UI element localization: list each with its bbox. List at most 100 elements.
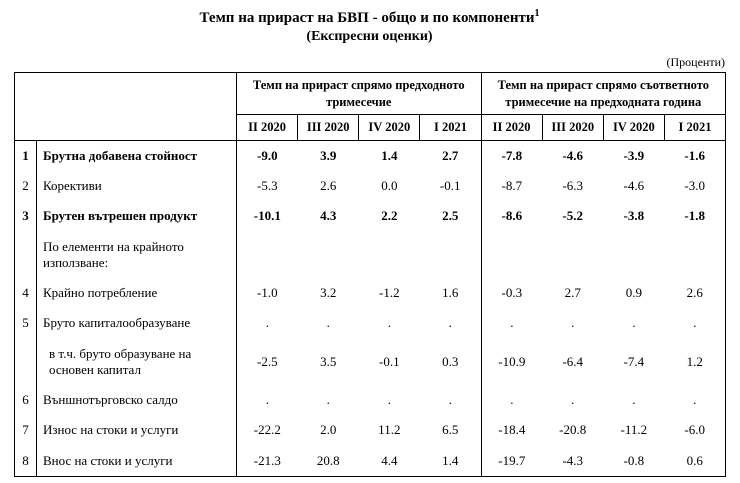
cell-value: . (419, 308, 482, 339)
cell-value (664, 232, 725, 279)
cell-value: -0.8 (623, 452, 645, 468)
title-block: Темп на прираст на БВП - общо и по компо… (14, 8, 725, 45)
table-row: 2 Корективи -5.3 2.6 0.0 -0.1 -8.7 -6.3 -4.6 -3.0 (14, 171, 726, 202)
row-label: Корективи (36, 171, 237, 202)
cell-value: 0.3 (419, 338, 482, 385)
cell-value: . (510, 392, 514, 408)
cell-value: -10.1 (253, 208, 281, 224)
row-label: Бруто капиталообразуване (36, 308, 237, 339)
cell-value: 0.6 (686, 452, 703, 468)
quarter-header: IV 2020 (602, 113, 665, 141)
cell-value: -0.1 (379, 353, 400, 369)
group-header-yoy: Темп на прираст спрямо съответното триме… (480, 72, 726, 115)
table-row: 3 Брутен вътрешен продукт -10.1 4.3 2.2 2.5 -8… (14, 201, 726, 232)
cell-value: 4.4 (381, 452, 398, 468)
cell-value: -18.4 (498, 422, 526, 438)
cell-value: -2.5 (257, 353, 278, 369)
cell-value: 1.6 (419, 278, 482, 309)
cell-value: -4.6 (623, 178, 645, 194)
cell-value: . (387, 315, 391, 331)
units-note: (Проценти) (666, 55, 726, 70)
page-title-text: Темп на прираст на БВП - общо и по компо… (199, 10, 535, 26)
cell-value (603, 232, 664, 279)
cell-value: . (632, 392, 636, 408)
cell-value: 0.9 (625, 285, 642, 301)
cell-value: -9.0 (257, 147, 278, 163)
cell-value (298, 232, 359, 279)
row-number (14, 231, 37, 278)
cell-value: . (632, 315, 636, 331)
quarter-header: I 2021 (663, 113, 727, 141)
cell-value: 3.2 (320, 285, 337, 301)
table-row: По елементи на крайното използване: (14, 231, 726, 279)
table-row: 5 Бруто капиталообразуване........ (14, 308, 726, 339)
cell-value: -11.2 (620, 422, 648, 438)
quarter-header: IV 2020 (358, 113, 421, 141)
cell-value: 11.2 (378, 422, 401, 438)
cell-value: -1.2 (379, 285, 400, 301)
quarter-header: II 2020 (235, 113, 299, 141)
table-row: 8 Внос на стоки и услуги -21.3 20.8 4.4 1.4 -1… (14, 445, 726, 477)
cell-value: . (693, 392, 697, 408)
cell-value: 2.7 (564, 285, 581, 301)
group-header-row: Темп на прираст спрямо предходното триме… (14, 72, 726, 141)
cell-value: -6.0 (684, 422, 706, 438)
row-label: Крайно потребление (36, 278, 237, 309)
table-row: 7 Износ на стоки и услуги -22.2 2.0 11.2 6.5-… (14, 415, 726, 446)
cell-value: -7.8 (501, 147, 523, 163)
cell-value: -1.6 (684, 147, 706, 163)
corner-cell (14, 72, 237, 141)
row-number: 5 (14, 308, 37, 339)
cell-value: -6.3 (562, 178, 584, 194)
row-label: Брутна добавена стойност (36, 140, 237, 171)
cell-value: 2.6 (320, 178, 337, 194)
row-number: 7 (14, 415, 37, 446)
cell-value: . (510, 315, 514, 331)
cell-value: -7.4 (623, 353, 645, 369)
table-body: 1 Брутна добавена стойност -9.0 3.9 1.4 2.7 -7… (14, 140, 726, 477)
row-number: 6 (14, 385, 37, 416)
group-header-qoq: Темп на прираст спрямо предходното триме… (236, 72, 482, 115)
cell-value (359, 232, 420, 279)
cell-value: -5.3 (257, 178, 278, 194)
cell-value: -0.3 (501, 285, 523, 301)
cell-value: 2.7 (419, 140, 482, 171)
cell-value: -3.0 (684, 178, 706, 194)
cell-value: -5.2 (562, 208, 584, 224)
table-header: Темп на прираст спрямо предходното триме… (14, 72, 727, 141)
cell-value: . (265, 392, 269, 408)
cell-value: -20.8 (559, 422, 587, 438)
quarter-header: III 2020 (541, 113, 604, 141)
cell-value: 1.4 (381, 147, 398, 163)
cell-value: . (387, 392, 391, 408)
cell-value: -1.0 (257, 285, 278, 301)
cell-value: 3.9 (320, 147, 337, 163)
quarter-header: III 2020 (297, 113, 360, 141)
row-label: в т.ч. бруто образуване на основен капит… (36, 338, 237, 385)
cell-value: . (419, 385, 482, 416)
cell-value: 1.2 (686, 353, 703, 369)
cell-value: -8.6 (501, 208, 523, 224)
cell-value: 2.0 (320, 422, 337, 438)
cell-value: 1.4 (419, 445, 482, 477)
row-label: Износ на стоки и услуги (36, 415, 237, 446)
cell-value: -22.2 (253, 422, 281, 438)
cell-value: -4.6 (562, 147, 584, 163)
cell-value (481, 232, 542, 279)
quarter-header: II 2020 (480, 113, 543, 141)
cell-value: -4.3 (562, 452, 584, 468)
table-row: 4 Крайно потребление -1.0 3.2 -1.2 1.6 -0.3 2.7… (14, 278, 726, 309)
cell-value: -3.9 (623, 147, 645, 163)
cell-value: . (265, 315, 269, 331)
quarter-header: I 2021 (419, 113, 482, 141)
table-row: 6 Външнотърговско салдо........ (14, 385, 726, 416)
row-label: Внос на стоки и услуги (36, 445, 237, 477)
cell-value: -0.1 (419, 171, 482, 202)
cell-value: 2.2 (381, 208, 398, 224)
page-title: Темп на прираст на БВП - общо и по компо… (14, 8, 725, 28)
quarter-header-row: II 2020 III 2020 IV 2020 I 2021 II 2020 … (15, 113, 727, 141)
cell-value: 3.5 (320, 353, 337, 369)
row-number: 3 (14, 201, 37, 232)
cell-value: . (693, 315, 697, 331)
